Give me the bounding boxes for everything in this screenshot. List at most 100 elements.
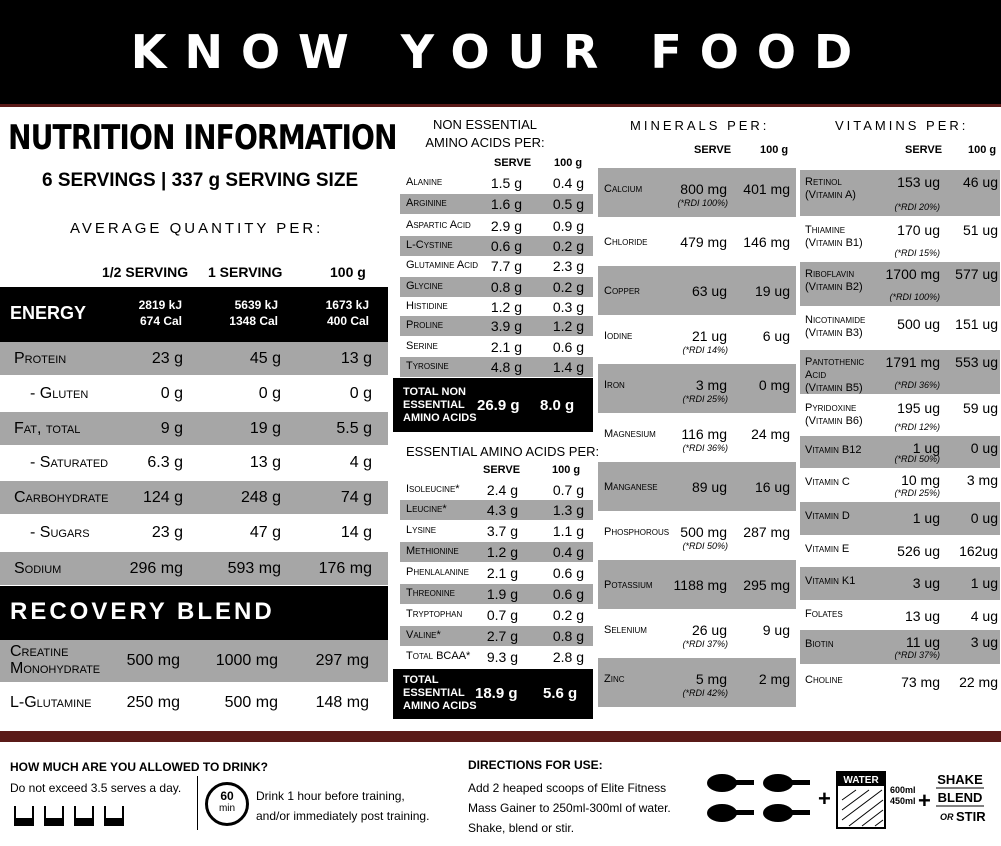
recovery-row: L-Glutamine 250 mg 500 mg 148 mg	[10, 694, 369, 711]
vitamin-row: Vitamin B12 1 ug 0 ug (*RDI 50%)	[800, 436, 1000, 468]
svg-text:STIR: STIR	[956, 809, 986, 824]
glass-icon	[104, 806, 124, 826]
energy-half: 2819 kJ 674 Cal	[138, 298, 182, 328]
vitamin-row: Vitamin K1 3 ug 1 ug	[800, 567, 1000, 600]
vitamin-row: Thiamine (Vitamin B1) 170 ug 51 ug (*RDI 15%…	[805, 222, 998, 258]
mineral-row: Manganese 89 ug 16 ug	[598, 462, 796, 511]
svg-text:OR: OR	[940, 812, 954, 822]
glass-icon	[14, 806, 34, 826]
timer-text: Drink 1 hour before training, and/or imme…	[256, 789, 430, 823]
vitamin-row: Nicotinamide (Vitamin B3) 500 ug 151 ug	[805, 314, 998, 339]
vitamin-row: Biotin 11 ug 3 ug (*RDI 37%)	[800, 630, 1000, 664]
vitamin-row: Vitamin C 10 mg 3 mg (*RDI 25%)	[805, 472, 998, 498]
glass-icon	[74, 806, 94, 826]
scoop-icon	[763, 804, 810, 822]
mineral-row: Potassium 1188 mg 295 mg	[598, 560, 796, 609]
nutrition-row: Protein 23 g 45 g 13 g	[0, 342, 388, 375]
nutrition-row: Carbohydrate 124 g 248 g 74 g	[0, 481, 388, 514]
vitamin-row: Pantothenic Acid (Vitamin B5) 1791 mg 553 ug…	[800, 350, 1000, 394]
ess-amino-row: Leucine* 4.3 g 1.3 g	[400, 500, 593, 520]
timer-icon: 60 min	[205, 782, 249, 826]
mineral-row: Iodine 21 ug 6 ug (*RDI 14%)	[604, 328, 790, 355]
nutrition-row: Fat, total 9 g 19 g 5.5 g	[0, 412, 388, 445]
svg-text:+: +	[918, 788, 931, 813]
recovery-row: Creatine Monohydrate 500 mg 1000 mg 297 m…	[0, 640, 388, 682]
nutrition-row: Sodium 296 mg 593 mg 176 mg	[0, 552, 388, 585]
drink-text: Do not exceed 3.5 serves a day.	[10, 781, 182, 795]
ne-100g-header: 100 g	[554, 157, 583, 169]
ess-amino-row: Valine* 2.7 g 0.8 g	[400, 626, 593, 646]
glass-icon	[44, 806, 64, 826]
directions-text: Add 2 heaped scoops of Elite Fitness Mass…	[468, 781, 671, 835]
ne-amino-row: L-Cystine 0.6 g 0.2 g	[400, 236, 593, 256]
drink-title: HOW MUCH ARE YOU ALLOWED TO DRINK?	[10, 760, 268, 774]
energy-label: ENERGY	[10, 303, 87, 323]
mineral-row: Copper 63 ug 19 ug	[598, 266, 796, 315]
ne-serve-header: SERVE	[494, 157, 532, 169]
total-essential: TOTAL ESSENTIAL AMINO ACIDS 18.9 g 5.6 g	[393, 669, 593, 719]
scoop-icon	[707, 804, 754, 822]
essential-title: ESSENTIAL AMINO ACIDS PER:	[406, 444, 600, 459]
col-100g: 100 g	[330, 264, 366, 280]
vitamins-title: VITAMINS PER:	[835, 118, 969, 133]
mineral-row: Chloride 479 mg 146 mg	[604, 234, 790, 250]
recovery-blend-header: RECOVERY BLEND	[0, 586, 388, 640]
vit-serve-header: SERVE	[905, 144, 943, 156]
vitamin-row: Folates 13 ug 4 ug	[805, 608, 998, 624]
ess-serve-header: SERVE	[483, 464, 521, 476]
energy-one: 5639 kJ 1348 Cal	[229, 298, 278, 328]
vitamin-row: Riboflavin (Vitamin B2) 1700 mg 577 ug (*RDI…	[800, 262, 1000, 306]
vitamin-row: Retinol (Vitamin A) 153 ug 46 ug (*RDI 20%)	[800, 170, 1000, 216]
energy-100g: 1673 kJ 400 Cal	[325, 298, 369, 328]
ess-amino-row: Tryptophan 0.7 g 0.2 g	[406, 607, 584, 623]
svg-text:SHAKE: SHAKE	[937, 772, 983, 787]
ess-100g-header: 100 g	[552, 464, 581, 476]
ne-amino-row: Glutamine Acid 7.7 g 2.3 g	[406, 258, 584, 274]
energy-row: ENERGY 2819 kJ 674 Cal 5639 kJ 1348 Cal 16…	[0, 287, 388, 342]
minerals-title: MINERALS PER:	[630, 118, 770, 133]
divider-band	[0, 731, 1001, 742]
nutrition-row: - Sugars 23 g 47 g 14 g	[30, 524, 372, 541]
svg-text:600ml: 600ml	[890, 785, 916, 795]
ne-amino-row: Serine 2.1 g 0.6 g	[406, 339, 584, 355]
min-100g-header: 100 g	[760, 144, 789, 156]
scoop-icon	[707, 774, 754, 792]
mineral-row: Zinc 5 mg 2 mg (*RDI 42%)	[598, 658, 796, 707]
ne-amino-row: Aspartic Acid 2.9 g 0.9 g	[406, 218, 584, 234]
svg-text:450ml: 450ml	[890, 796, 916, 806]
scoop-icon	[763, 774, 810, 792]
ne-amino-row: Arginine 1.6 g 0.5 g	[400, 194, 593, 214]
page-header: KNOW YOUR FOOD	[0, 0, 1001, 107]
mineral-row: Selenium 26 ug 9 ug (*RDI 37%)	[604, 622, 790, 649]
servings-info: 6 SERVINGS | 337 g SERVING SIZE	[42, 170, 359, 191]
page-title: KNOW YOUR FOOD	[130, 25, 871, 79]
col-one-serving: 1 SERVING	[208, 264, 283, 280]
vit-100g-header: 100 g	[968, 144, 997, 156]
ne-amino-row: Tyrosine 4.8 g 1.4 g	[400, 357, 593, 377]
vitamin-row: Pyridoxine (Vitamin B6) 195 ug 59 ug (*RDI 1…	[805, 400, 998, 432]
mineral-row: Calcium 800 mg 401 mg (*RDI 100%)	[598, 168, 796, 217]
nutrition-title: NUTRITION INFORMATION	[8, 118, 398, 158]
recovery-label: Creatine Monohydrate	[10, 643, 101, 677]
ess-amino-row: Total BCAA* 9.3 g 2.8 g	[406, 649, 584, 665]
ess-amino-row: Threonine 1.9 g 0.6 g	[400, 584, 593, 604]
mineral-row: Phosphorous 500 mg 287 mg (*RDI 50%)	[604, 524, 790, 551]
ess-amino-row: Lysine 3.7 g 1.1 g	[406, 523, 584, 539]
svg-text:WATER: WATER	[843, 775, 879, 786]
ess-amino-row: Phenlalanine 2.1 g 0.6 g	[406, 565, 584, 581]
col-half-serving: 1/2 SERVING	[102, 264, 189, 280]
ne-amino-row: Proline 3.9 g 1.2 g	[400, 316, 593, 336]
footer-divider	[197, 776, 198, 830]
svg-text:BLEND: BLEND	[938, 790, 983, 805]
min-serve-header: SERVE	[694, 144, 732, 156]
svg-text:+: +	[818, 786, 831, 811]
mineral-row: Iron 3 mg 0 mg (*RDI 25%)	[598, 364, 796, 413]
total-non-essential: TOTAL NON ESSENTIAL AMINO ACIDS 26.9 g 8.0…	[393, 378, 593, 432]
directions-icons: + WATER 600ml 450ml + SHAKE BLEND OR STI…	[707, 771, 986, 829]
nutrition-row: - Saturated 6.3 g 13 g 4 g	[30, 454, 372, 471]
recovery-blend-title: RECOVERY BLEND	[10, 598, 275, 625]
ne-amino-row: Alanine 1.5 g 0.4 g	[406, 175, 584, 191]
vitamin-row: Vitamin E 526 ug 162ug	[805, 543, 998, 559]
ne-amino-row: Histidine 1.2 g 0.3 g	[406, 299, 584, 315]
